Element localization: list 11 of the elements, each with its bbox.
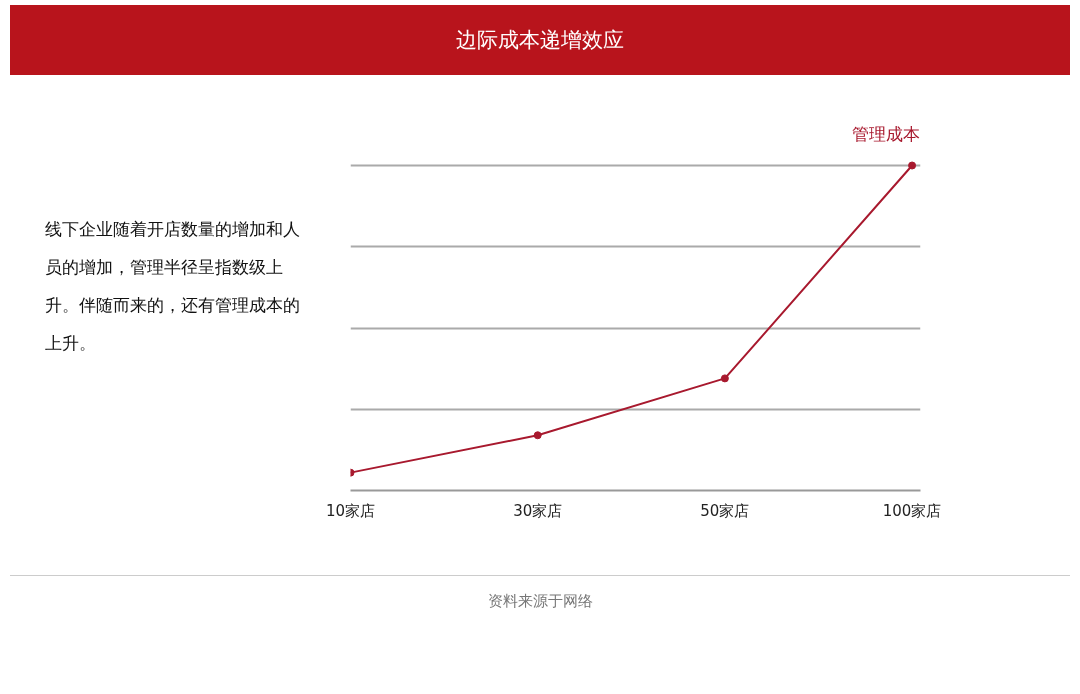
x-tick-label: 30家店 bbox=[513, 501, 563, 520]
point bbox=[908, 161, 917, 170]
series-label: 管理成本 bbox=[852, 123, 921, 144]
text: 线下企业随着开店数量的增加和人员的增加，管理半径呈指数级上升。伴随而来的，还有管理成本的上升。 bbox=[45, 218, 301, 355]
point bbox=[720, 374, 729, 383]
x-tick-label: 10家店 bbox=[325, 501, 376, 520]
point bbox=[533, 431, 542, 440]
x-tick-label: 100家店 bbox=[882, 501, 942, 520]
x-tick-label: 50家店 bbox=[700, 501, 750, 520]
chart-title: 边际成本递增效应 bbox=[456, 27, 624, 54]
text: 资料来源于网络 bbox=[487, 591, 593, 612]
